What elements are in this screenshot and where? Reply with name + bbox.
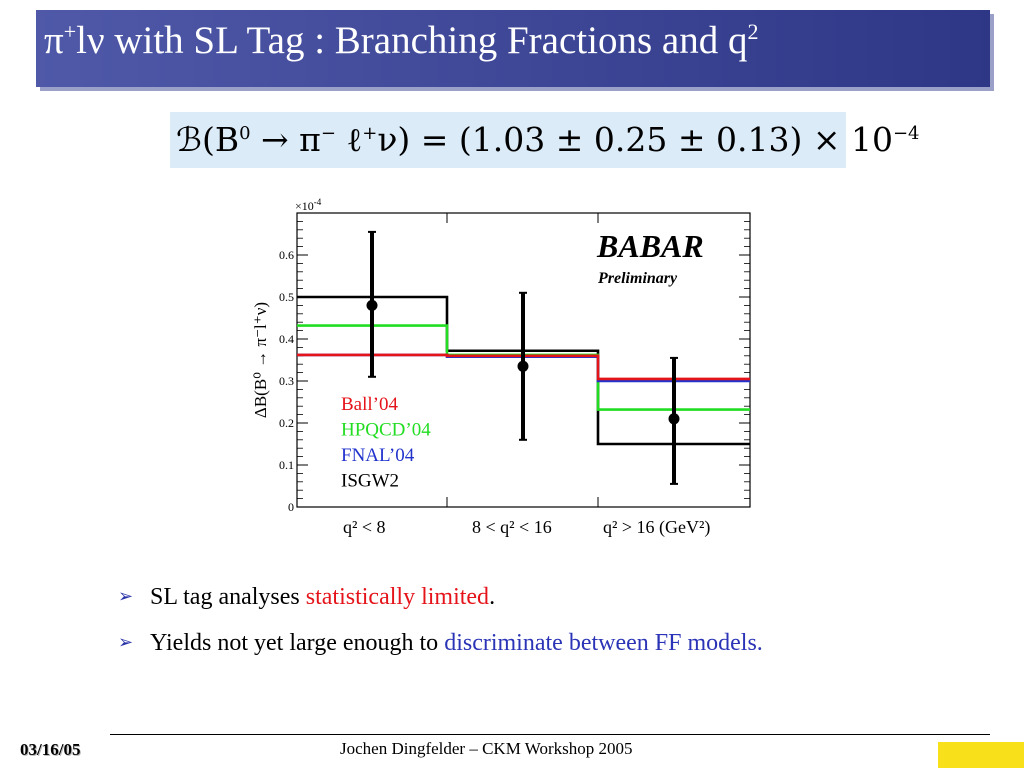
y-tick-label: 0.4 <box>279 332 294 346</box>
x-category-labels: q² < 8 8 < q² < 16 q² > 16 (GeV²) <box>343 517 710 538</box>
y-tick-label: 0.6 <box>279 248 294 262</box>
footer-divider <box>110 734 990 735</box>
data-point <box>668 413 680 425</box>
legend: Ball’04 HPQCD’04 FNAL’04 ISGW2 <box>341 394 431 492</box>
y-axis-label: ΔB(B⁰ → π⁻l⁺ν) <box>251 302 270 418</box>
legend-entry: Ball’04 <box>341 394 398 415</box>
footer-author: Jochen Dingfelder – CKM Workshop 2005 <box>340 739 633 758</box>
y-tick-label: 0.2 <box>279 416 294 430</box>
exponent-label: ×10-4 <box>295 197 322 213</box>
arrow-bullet-icon: ➢ <box>118 586 134 607</box>
plot-frame <box>296 212 751 508</box>
y-tick-label: 0.5 <box>279 290 294 304</box>
legend-entry: ISGW2 <box>341 471 399 492</box>
formula-box: ℬ(B0 → π− ℓ+ν) = (1.03 ± 0.25 ± 0.13) × … <box>170 112 920 168</box>
legend-entry: HPQCD’04 <box>341 420 431 441</box>
preliminary-label: Preliminary <box>597 270 678 287</box>
arrow-bullet-icon: ➢ <box>118 632 134 653</box>
footer-accent-box <box>938 742 1024 768</box>
slide-title: π+lν with SL Tag : Branching Fractions a… <box>44 19 759 62</box>
data-point <box>517 360 529 372</box>
y-tick-label: 0 <box>288 500 294 514</box>
legend-entry: FNAL’04 <box>341 445 415 466</box>
data-points <box>366 230 680 485</box>
branching-fraction-formula: ℬ(B0 → π− ℓ+ν) = (1.03 ± 0.25 ± 0.13) × … <box>176 120 920 159</box>
babar-logo: BABAR <box>596 228 704 264</box>
x-category-label: q² > 16 (GeV²) <box>603 517 710 538</box>
branching-fraction-chart: 0 0.1 0.2 0.3 0.4 0.5 0.6 ×10-4 ΔB(B⁰ → π⁻l⁺ν)… <box>251 197 751 538</box>
data-point <box>366 299 378 311</box>
title-bar <box>36 10 990 87</box>
y-tick-label: 0.1 <box>279 458 294 472</box>
x-category-label: 8 < q² < 16 <box>472 517 552 537</box>
axis-ticks: 0 0.1 0.2 0.3 0.4 0.5 0.6 <box>279 212 750 514</box>
y-tick-label: 0.3 <box>279 374 294 388</box>
x-category-label: q² < 8 <box>343 517 386 537</box>
footer-date: 03/16/05 <box>20 740 81 759</box>
